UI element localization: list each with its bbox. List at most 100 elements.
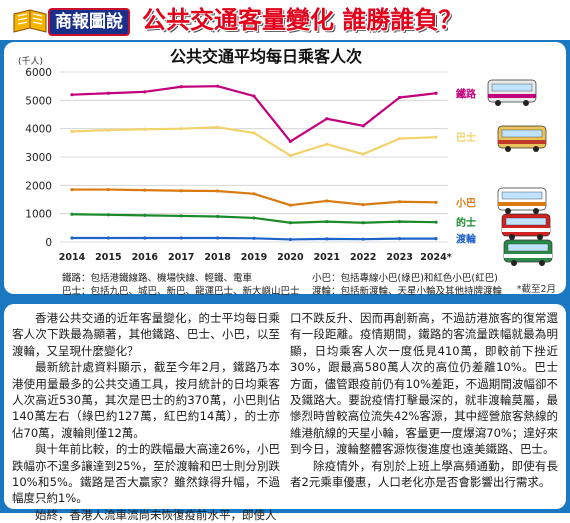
article-paragraph: 始終，香港人流車流尚未恢復疫前水平，即使人 [35, 507, 277, 522]
legend-note-minibus: 小巴：包括專線小巴(綠巴)和紅色小巴(紅巴) [312, 273, 498, 284]
y-tick-label: 1000 [25, 209, 52, 221]
x-tick-label: 2015 [95, 252, 121, 263]
x-tick-label: 2024* [420, 252, 451, 263]
series-label-鐵路: 鐵路 [456, 87, 477, 100]
taxi-icon [501, 213, 551, 240]
article-panel: 香港公共交通的近年客量變化，的士平均每日乘客人次下跌最為顯著，其他鐵路、巴士、小… [4, 304, 566, 522]
data-point [179, 214, 183, 218]
x-tick-label: 2017 [168, 252, 194, 263]
data-point [216, 125, 220, 129]
y-tick-label: 5000 [25, 95, 52, 107]
series-label-的士: 的士 [456, 216, 476, 229]
data-point [179, 127, 183, 131]
article-paragraph: 口不跌反升、因而再創新高，不過訪港旅客的復常還有一段距離。疫情期間，鐵路的客流量… [290, 311, 558, 457]
data-point [70, 187, 74, 192]
data-point [70, 129, 74, 134]
y-tick-label: 2000 [25, 180, 52, 192]
chart-title: 公共交通平均每日乘客人次 [170, 47, 362, 66]
data-point [361, 203, 365, 207]
chart-panel: 公共交通平均每日乘客人次 (千人) 0 1000 2000 3000 4000 5000 600… [4, 42, 566, 294]
header-bar: 商報圖說 公共交通客量變化 誰勝誰負？ [0, 0, 570, 40]
data-point [143, 213, 147, 217]
data-point [398, 237, 402, 241]
x-tick-label: 2022 [350, 252, 376, 263]
data-point [434, 237, 438, 241]
data-point [70, 93, 74, 97]
data-point [288, 237, 292, 242]
book-icon [13, 9, 47, 33]
data-point [361, 237, 365, 241]
data-point [216, 236, 220, 240]
data-point [216, 84, 220, 88]
data-point [106, 236, 110, 240]
data-point [361, 221, 365, 225]
data-point [325, 142, 329, 146]
legend-note-ferry: 渡輪：包括新渡輪、天星小輪及其他持牌渡輪 [312, 286, 503, 297]
article-column-right: 口不跌反升、因而再創新高，不過訪港旅客的復常還有一段距離。疫情期間，鐵路的客流量… [290, 310, 558, 490]
data-point [434, 220, 438, 224]
data-point [216, 189, 220, 193]
train-icon [487, 79, 537, 106]
data-point [288, 203, 292, 207]
legend-note-rail: 鐵路：包括港鐵線路、機場快線、輕鐵、電車 [62, 273, 253, 284]
data-point [288, 221, 292, 225]
data-point [434, 200, 438, 204]
data-point [143, 236, 147, 240]
series-label-小巴: 小巴 [455, 196, 476, 209]
data-point [143, 188, 147, 192]
data-point [288, 153, 292, 158]
data-point [288, 139, 292, 144]
data-point [106, 187, 110, 192]
data-point [252, 236, 256, 240]
series-line-小巴 [72, 188, 437, 207]
data-point [398, 95, 402, 100]
chart-footnote: *截至2月 [517, 283, 556, 294]
data-point [106, 91, 110, 95]
x-tick-label: 2023 [386, 252, 412, 263]
data-point [252, 216, 256, 220]
legend-note-bus: 巴士：包括九巴、城巴、新巴、龍運巴士、新大嶼山巴士 [62, 286, 300, 297]
y-tick-label: 4000 [25, 124, 52, 136]
x-tick-label: 2021 [314, 252, 340, 263]
x-tick-label: 2016 [132, 252, 159, 263]
data-point [179, 236, 183, 240]
data-point [179, 189, 183, 193]
y-tick-label: 3000 [25, 152, 52, 164]
data-point [252, 94, 256, 98]
data-point [216, 214, 220, 219]
section-badge: 商報圖說 [48, 8, 130, 36]
minibus-icon [497, 187, 547, 214]
data-point [143, 90, 147, 94]
y-tick-label: 6000 [25, 67, 52, 79]
y-axis-label: (千人) [18, 56, 43, 67]
bus-icon [497, 125, 547, 152]
data-point [398, 136, 402, 141]
article-paragraph: 與十年前比較，的士的跌幅最大高達26%，小巴跌幅亦不遑多讓達到25%，至於渡輪和… [12, 442, 280, 506]
ferry-icon [503, 239, 553, 266]
data-point [106, 128, 110, 132]
headline: 公共交通客量變化 誰勝誰負？ [142, 6, 463, 34]
data-point [398, 200, 402, 204]
y-tick-label: 0 [45, 237, 52, 249]
data-point [252, 131, 256, 135]
data-point [325, 199, 329, 203]
article-paragraph: 香港公共交通的近年客量變化，的士平均每日乘客人次下跌最為顯著，其他鐵路、巴士、小… [12, 311, 280, 358]
data-point [325, 237, 329, 241]
data-point [361, 152, 365, 156]
data-point [434, 91, 438, 95]
data-point [434, 135, 438, 139]
article-column-left: 香港公共交通的近年客量變化，的士平均每日乘客人次下跌最為顯著，其他鐵路、巴士、小… [12, 310, 280, 523]
data-point [252, 192, 256, 196]
data-point [325, 117, 329, 121]
data-point [143, 127, 147, 131]
line-chart: 公共交通平均每日乘客人次 (千人) 0 1000 2000 3000 4000 5000 600… [18, 47, 556, 294]
article-paragraph: 最新統計處資料顯示，截至今年2月，鐵路乃本港使用量最多的公共交通工具，按月統計的… [12, 360, 280, 440]
x-tick-label: 2018 [204, 252, 231, 263]
x-tick-label: 2019 [241, 252, 267, 263]
section-logo: 商報圖說 [6, 4, 130, 36]
data-point [70, 236, 74, 240]
data-point [106, 213, 110, 217]
chart-legend-notes: 鐵路：包括港鐵線路、機場快線、輕鐵、電車 巴士：包括九巴、城巴、新巴、龍運巴士、… [62, 272, 562, 298]
data-point [179, 85, 183, 89]
